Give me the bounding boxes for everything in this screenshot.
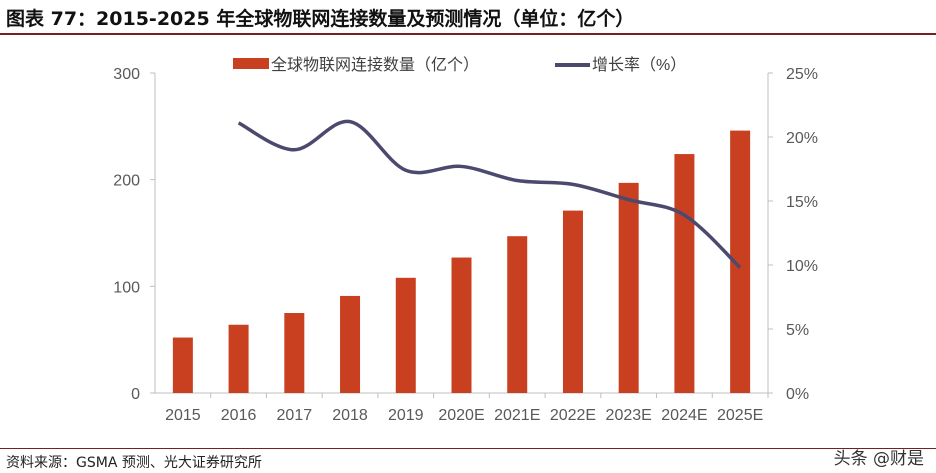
bar-2022E xyxy=(562,210,583,393)
x-tick-label: 2019 xyxy=(388,407,424,424)
x-tick-label: 2023E xyxy=(606,407,652,424)
x-tick-label: 2024E xyxy=(661,407,707,424)
x-tick-label: 2021E xyxy=(494,407,540,424)
legend-line-label: 增长率（%） xyxy=(592,56,686,74)
source-note: 资料来源：GSMA 预测、光大证券研究所 xyxy=(6,455,262,471)
x-tick-label: 2017 xyxy=(277,407,313,424)
right-tick-label: 20% xyxy=(786,130,818,147)
x-tick-label: 2016 xyxy=(221,407,257,424)
bar-2018 xyxy=(340,295,361,393)
right-tick-label: 5% xyxy=(786,322,809,339)
right-tick-label: 25% xyxy=(786,66,818,83)
x-tick-label: 2015 xyxy=(165,407,201,424)
bar-2016 xyxy=(228,324,249,393)
title-divider xyxy=(0,33,936,35)
left-tick-label: 200 xyxy=(113,173,140,190)
source-divider xyxy=(0,448,936,449)
bar-2024E xyxy=(674,154,695,393)
bar-2015 xyxy=(172,337,193,393)
left-tick-label: 100 xyxy=(113,279,140,296)
watermark: 头条 @财是 xyxy=(833,449,924,469)
x-tick-label: 2022E xyxy=(550,407,596,424)
left-tick-label: 300 xyxy=(113,66,140,83)
left-tick-label: 0 xyxy=(131,386,140,403)
legend-bar-swatch xyxy=(233,58,269,69)
chart: 0 100 200 300 0% 5% 10% 15% 20% 25% 2015 2016 2017 20… xyxy=(113,56,818,424)
right-tick-label: 10% xyxy=(786,258,818,275)
legend-bar-label: 全球物联网连接数量（亿个） xyxy=(271,56,479,74)
x-tick-label: 2025E xyxy=(717,407,763,424)
bar-2019 xyxy=(395,277,416,393)
bar-2020E xyxy=(451,257,472,393)
bar-2021E xyxy=(507,236,528,393)
bar-2025E xyxy=(730,130,751,393)
bar-2017 xyxy=(284,313,305,393)
x-tick-label: 2020E xyxy=(438,407,484,424)
growth-rate-line xyxy=(237,119,742,269)
figure-title: 图表 77：2015-2025 年全球物联网连接数量及预测情况（单位：亿个） xyxy=(6,8,635,30)
x-tick-label: 2018 xyxy=(332,407,368,424)
right-tick-label: 0% xyxy=(786,386,809,403)
right-tick-label: 15% xyxy=(786,194,818,211)
bar-2023E xyxy=(618,182,639,393)
